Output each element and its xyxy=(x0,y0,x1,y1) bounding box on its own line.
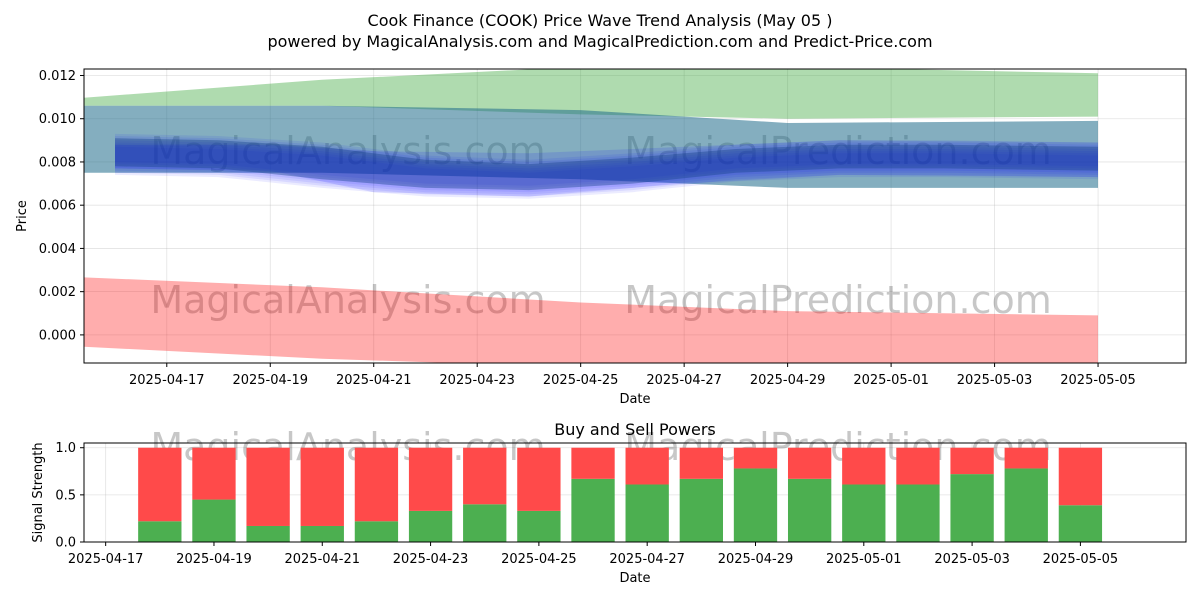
buy-bar xyxy=(1058,505,1103,542)
price-bands xyxy=(84,69,1098,363)
sell-bar xyxy=(354,447,399,522)
price-x-tick-label: 2025-04-25 xyxy=(543,373,619,388)
buy-bar xyxy=(679,478,723,542)
watermark-text: MagicalAnalysis.com xyxy=(150,278,545,322)
sell-bar xyxy=(246,447,290,526)
buy-bar xyxy=(571,478,615,542)
chart-title-line2: powered by MagicalAnalysis.com and Magic… xyxy=(267,32,932,51)
price-y-tick-label: 0.002 xyxy=(39,285,76,300)
price-y-axis-label: Price xyxy=(15,200,30,232)
buy-sell-x-tick-label: 2025-04-19 xyxy=(176,552,252,567)
wave-band-wide xyxy=(115,140,1098,197)
price-y-tick-label: 0.000 xyxy=(39,328,76,343)
buy-sell-x-tick-label: 2025-05-03 xyxy=(934,552,1010,567)
price-x-tick-label: 2025-04-17 xyxy=(129,373,205,388)
sell-bar xyxy=(842,447,886,485)
buy-sell-title: Buy and Sell Powers xyxy=(554,420,716,439)
price-y-tick-label: 0.010 xyxy=(39,112,76,127)
price-x-tick-label: 2025-04-27 xyxy=(646,373,722,388)
price-x-tick-label: 2025-04-29 xyxy=(750,373,826,388)
price-x-tick-label: 2025-04-23 xyxy=(439,373,515,388)
sell-bar xyxy=(679,447,723,479)
price-y-tick-label: 0.004 xyxy=(39,242,76,257)
buy-bar xyxy=(896,484,940,542)
chart-title-line1: Cook Finance (COOK) Price Wave Trend Ana… xyxy=(368,11,833,30)
buy-sell-x-tick-label: 2025-04-27 xyxy=(609,552,685,567)
lower-band xyxy=(84,277,1098,363)
buy-sell-plot-frame xyxy=(83,442,1187,543)
wave-band xyxy=(115,140,1098,193)
price-x-axis-label: Date xyxy=(619,392,650,407)
wave-band xyxy=(115,146,1098,199)
price-y-tick-label: 0.012 xyxy=(39,69,76,84)
sell-bar xyxy=(896,447,940,485)
price-y-tick-label: 0.006 xyxy=(39,199,76,214)
sell-bar xyxy=(787,447,832,479)
sell-bar xyxy=(138,447,182,522)
buy-bar xyxy=(625,484,669,542)
wave-band xyxy=(115,133,1098,186)
sell-bar xyxy=(625,447,669,485)
price-x-tick-label: 2025-05-03 xyxy=(957,373,1033,388)
buy-sell-x-tick-label: 2025-04-29 xyxy=(718,552,794,567)
price-y-tick-label: 0.008 xyxy=(39,155,76,170)
sell-bar xyxy=(1058,447,1103,506)
price-x-tick-label: 2025-04-21 xyxy=(336,373,412,388)
wave-band xyxy=(115,136,1098,188)
buy-bar xyxy=(354,521,399,542)
buy-sell-x-axis-label: Date xyxy=(619,571,650,586)
wave-band xyxy=(115,138,1098,191)
sell-bar xyxy=(571,447,615,479)
price-panel: MagicalAnalysis.com MagicalPrediction.com… xyxy=(15,68,1187,407)
buy-sell-x-tick-label: 2025-04-25 xyxy=(501,552,577,567)
wave-band xyxy=(115,144,1098,197)
price-x-tick-label: 2025-05-01 xyxy=(853,373,929,388)
teal-band xyxy=(84,105,1098,188)
buy-bar xyxy=(733,468,778,542)
buy-sell-x-tick-label: 2025-05-05 xyxy=(1043,552,1119,567)
buy-sell-y-tick-label: 1.0 xyxy=(55,441,76,456)
sell-bar xyxy=(1004,447,1048,469)
sell-bar xyxy=(517,447,561,511)
buy-sell-y-tick-label: 0.5 xyxy=(55,488,76,503)
sell-bar xyxy=(192,447,236,500)
watermark-text: MagicalPrediction.com xyxy=(624,278,1052,322)
buy-bar xyxy=(950,474,994,542)
buy-bar xyxy=(517,510,561,542)
buy-sell-y-tick-label: 0.0 xyxy=(55,536,76,551)
buy-bar xyxy=(300,525,344,542)
sell-bar xyxy=(408,447,453,511)
sell-bar xyxy=(300,447,344,526)
buy-bar xyxy=(787,478,832,542)
buy-sell-x-tick-label: 2025-04-23 xyxy=(393,552,469,567)
buy-bar xyxy=(1004,468,1048,542)
buy-sell-x-tick-label: 2025-04-21 xyxy=(284,552,360,567)
buy-bar xyxy=(192,499,236,542)
buy-bar xyxy=(842,484,886,542)
price-plot-frame xyxy=(83,68,1187,364)
wave-band xyxy=(115,142,1098,195)
buy-sell-x-tick-label: 2025-04-17 xyxy=(68,552,144,567)
buy-bar xyxy=(408,510,453,542)
price-x-tick-label: 2025-04-19 xyxy=(232,373,308,388)
sell-bar xyxy=(463,447,507,505)
price-x-tick-label: 2025-05-05 xyxy=(1060,373,1136,388)
buy-bar xyxy=(463,504,507,542)
buy-bar xyxy=(246,525,290,542)
buy-sell-y-axis-label: Signal Strength xyxy=(31,442,46,542)
sell-bar xyxy=(733,447,778,469)
buy-bar xyxy=(138,521,182,542)
sell-bar xyxy=(950,447,994,475)
wave-band-core xyxy=(115,138,1098,191)
buy-sell-x-tick-label: 2025-05-01 xyxy=(826,552,902,567)
